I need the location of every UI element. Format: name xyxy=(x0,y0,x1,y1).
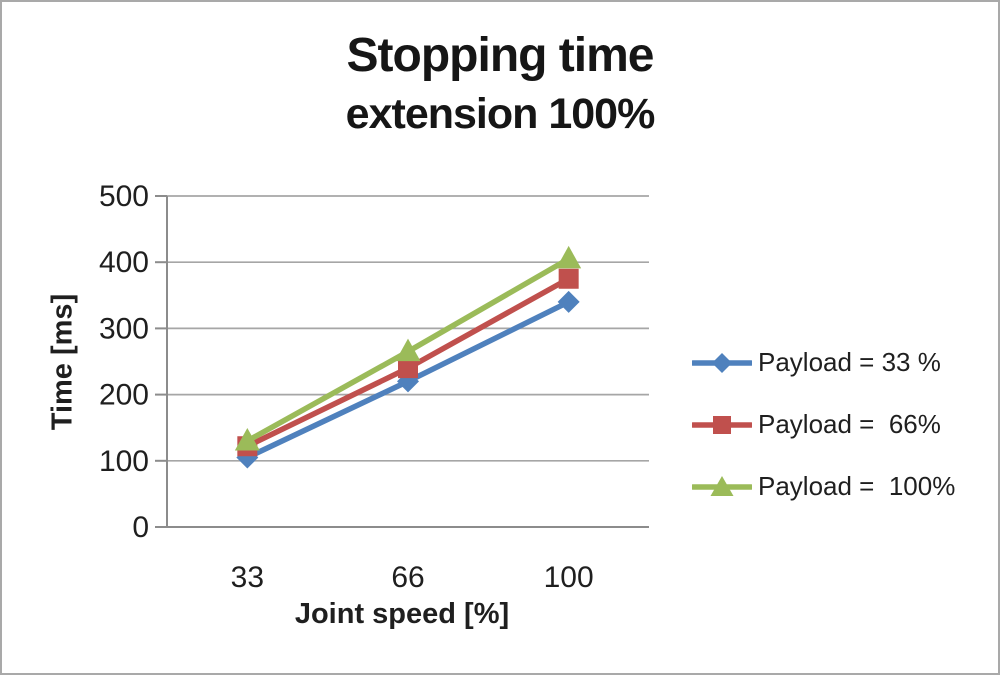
legend-triangle-icon xyxy=(692,475,752,496)
data-point-square xyxy=(558,268,579,289)
y-tick-label: 500 xyxy=(99,180,149,213)
y-tick-label: 400 xyxy=(99,246,149,279)
legend-item: Payload = 100% xyxy=(692,471,955,502)
legend-item: Payload = 33 % xyxy=(692,347,955,378)
x-axis-title: Joint speed [%] xyxy=(294,598,510,630)
chart-subtitle: extension 100% xyxy=(345,90,656,138)
legend-item: Payload = 66% xyxy=(692,409,955,440)
data-point-diamond xyxy=(557,290,580,313)
legend-diamond-icon xyxy=(692,352,752,373)
legend-square-icon xyxy=(692,415,752,434)
legend: Payload = 33 % Payload = 66% Payload = 100… xyxy=(692,347,955,502)
legend-label: Payload = 33 % xyxy=(758,347,941,377)
y-axis-title: Time [ms] xyxy=(46,293,79,431)
y-tick-label: 100 xyxy=(99,445,149,478)
legend-label: Payload = 100% xyxy=(758,471,956,501)
data-point-square xyxy=(398,358,418,379)
legend-label: Payload = 66% xyxy=(758,409,941,439)
x-tick-label: 100 xyxy=(544,561,594,594)
y-tick-label: 300 xyxy=(99,312,149,345)
chart-title: Stopping time xyxy=(346,29,655,82)
data-point-triangle xyxy=(556,245,582,269)
data-point-triangle xyxy=(395,338,421,362)
data-point-triangle xyxy=(234,427,260,451)
y-tick-label: 200 xyxy=(99,379,149,412)
y-tick-label: 0 xyxy=(132,511,149,544)
x-tick-label: 33 xyxy=(231,561,264,594)
x-tick-label: 66 xyxy=(391,561,424,594)
